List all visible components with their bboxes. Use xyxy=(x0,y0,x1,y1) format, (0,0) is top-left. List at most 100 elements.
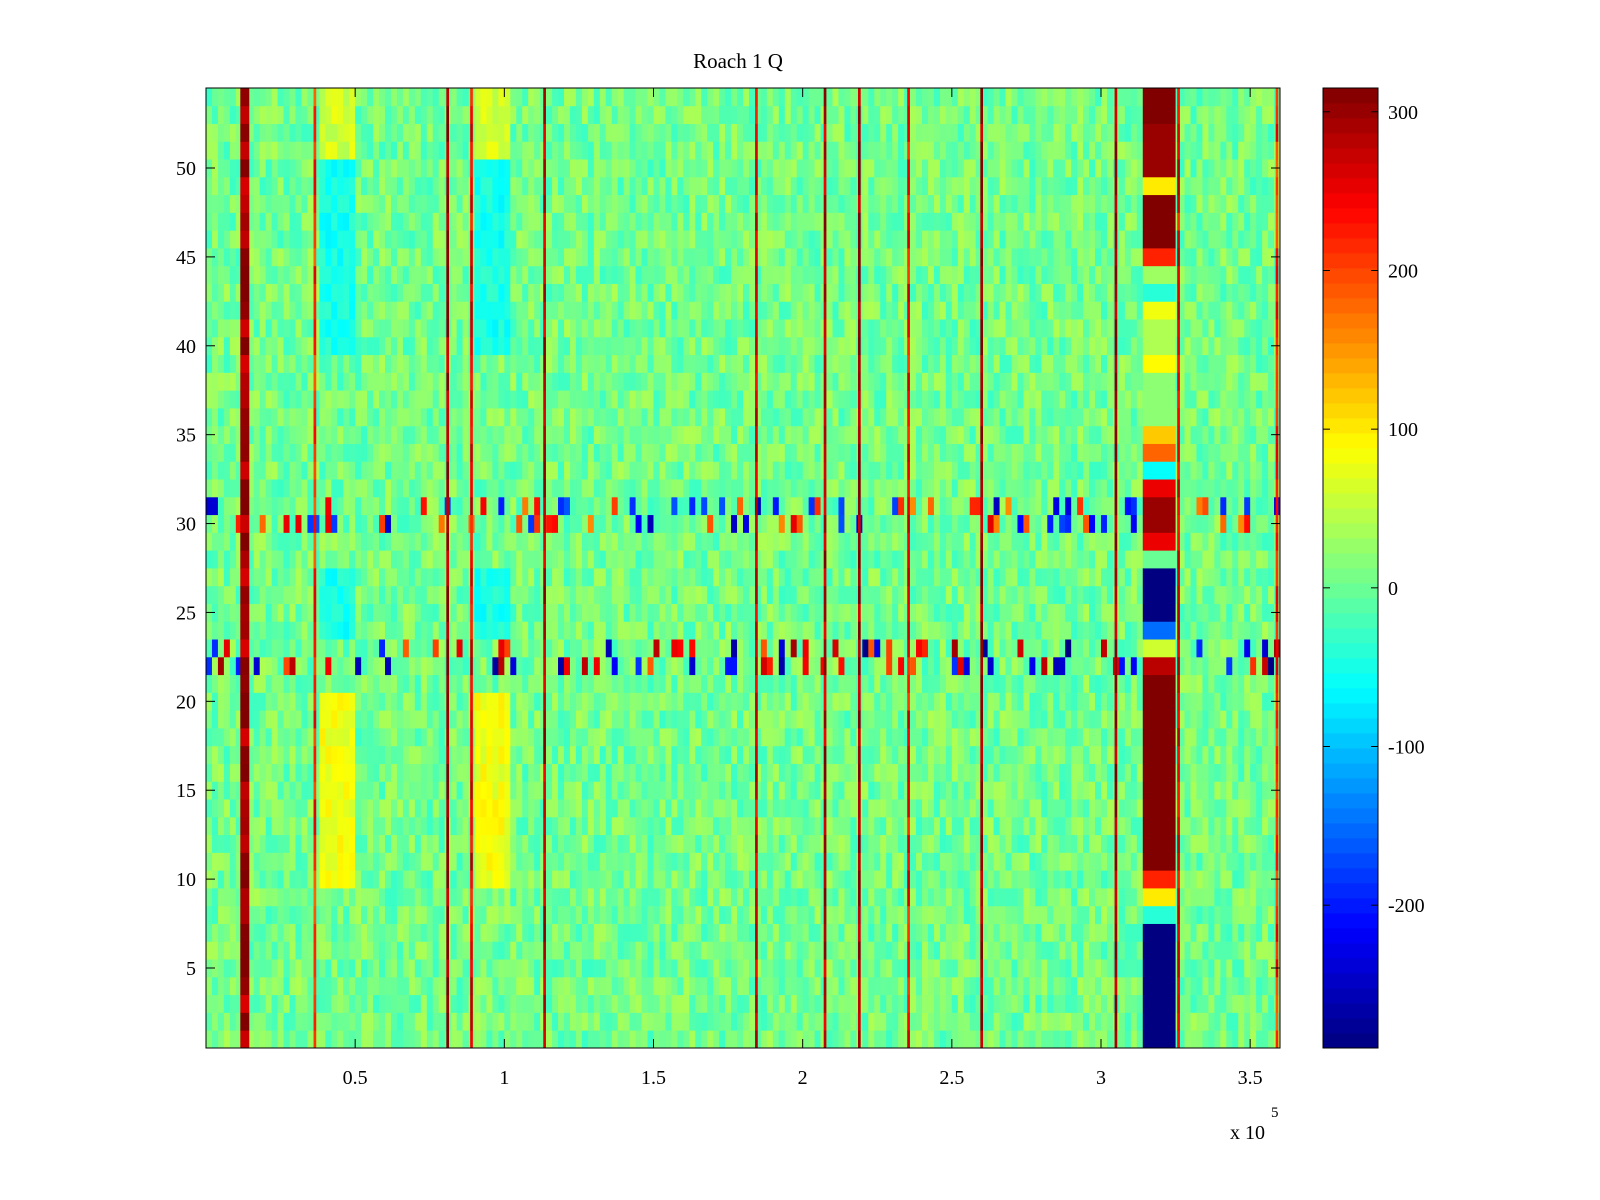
heatmap-cell xyxy=(701,568,708,587)
heatmap-cell xyxy=(760,763,768,782)
heatmap-cell xyxy=(832,799,839,818)
heatmap-cell xyxy=(814,1030,821,1049)
heatmap-cell xyxy=(790,710,798,729)
heatmap-cell xyxy=(1178,781,1185,800)
heatmap-cell xyxy=(868,941,875,960)
heatmap-cell xyxy=(832,870,839,889)
heatmap-cell xyxy=(659,585,666,604)
heatmap-cell xyxy=(564,781,571,800)
heatmap-cell xyxy=(367,568,374,587)
heatmap-cell xyxy=(379,799,386,818)
heatmap-cell xyxy=(1268,763,1275,782)
heatmap-cell xyxy=(939,870,947,889)
heatmap-cell xyxy=(206,728,213,747)
heatmap-cell xyxy=(277,692,284,711)
heatmap-cell xyxy=(647,603,654,622)
heatmap-cell xyxy=(486,745,493,764)
heatmap-cell xyxy=(975,870,983,889)
heatmap-cell xyxy=(951,852,959,871)
heatmap-cell xyxy=(683,834,690,853)
heatmap-cell xyxy=(498,710,505,729)
heatmap-cell xyxy=(969,923,977,942)
heatmap-cell xyxy=(426,656,434,676)
heatmap-cell xyxy=(1208,1012,1215,1031)
heatmap-cell xyxy=(1256,959,1263,978)
heatmap-cell xyxy=(933,728,941,747)
heatmap-cell xyxy=(617,781,625,800)
heatmap-cell xyxy=(546,710,553,729)
heatmap-cell xyxy=(504,816,511,836)
heatmap-cell xyxy=(1184,728,1191,747)
heatmap-cell xyxy=(844,816,851,836)
heatmap-cell xyxy=(1268,728,1275,747)
heatmap-cell xyxy=(1172,905,1179,924)
heatmap-cell xyxy=(844,941,851,960)
heatmap-cell xyxy=(581,941,589,960)
heatmap-cell xyxy=(534,959,541,978)
heatmap-cell xyxy=(325,781,332,800)
heatmap-cell xyxy=(385,692,392,711)
heatmap-cell xyxy=(265,994,273,1013)
heatmap-cell xyxy=(731,781,738,800)
heatmap-cell xyxy=(319,763,326,782)
heatmap-cell xyxy=(1095,852,1102,871)
heatmap-cell xyxy=(910,656,917,676)
heatmap-cell xyxy=(1250,710,1257,729)
heatmap-cell xyxy=(1059,1012,1066,1031)
heatmap-cell xyxy=(498,763,505,782)
heatmap-cell xyxy=(766,852,774,871)
heatmap-cell xyxy=(528,728,535,747)
heatmap-cell xyxy=(396,923,404,942)
heatmap-cell xyxy=(379,745,386,764)
heatmap-cell xyxy=(933,781,941,800)
heatmap-cell xyxy=(623,568,631,587)
heatmap-cell xyxy=(271,568,278,587)
heatmap-cell xyxy=(1077,728,1084,747)
heatmap-cell xyxy=(784,1030,792,1049)
heatmap-cell xyxy=(784,834,792,853)
heatmap-cell xyxy=(784,585,792,604)
heatmap-cell xyxy=(880,799,887,818)
heatmap-cell xyxy=(707,834,714,853)
heatmap-cell xyxy=(802,870,810,889)
heatmap-cell xyxy=(552,692,559,711)
heatmap-cell xyxy=(1059,923,1066,942)
heatmap-cell xyxy=(713,852,720,871)
heatmap-cell xyxy=(462,745,469,764)
heatmap-cell xyxy=(1130,870,1138,889)
heatmap-cell xyxy=(289,994,296,1013)
heatmap-cell xyxy=(1172,568,1179,587)
heatmap-cell xyxy=(390,781,398,800)
heatmap-cell xyxy=(1202,870,1209,889)
heatmap-cell xyxy=(373,568,380,587)
heatmap-cell xyxy=(1196,1030,1203,1049)
heatmap-cell xyxy=(235,745,243,764)
heatmap-cell xyxy=(659,852,666,871)
heatmap-cell xyxy=(223,976,231,996)
heatmap-cell xyxy=(396,763,404,782)
heatmap-cell xyxy=(587,550,595,569)
heatmap-cell xyxy=(963,870,971,889)
heatmap-cell xyxy=(1124,1030,1132,1049)
heatmap-cell xyxy=(880,585,887,604)
heatmap-cell xyxy=(999,621,1006,640)
heatmap-cell xyxy=(1059,674,1066,693)
heatmap-cell xyxy=(1244,621,1251,640)
heatmap-cell xyxy=(510,763,517,782)
heatmap-cell xyxy=(265,763,273,782)
heatmap-cell xyxy=(259,1012,267,1031)
heatmap-cell xyxy=(999,656,1006,676)
heatmap-cell xyxy=(1232,905,1239,924)
heatmap-cell xyxy=(910,781,917,800)
heatmap-cell xyxy=(838,1012,845,1031)
heatmap-cell xyxy=(778,585,786,604)
heatmap-cell xyxy=(1238,781,1245,800)
heatmap-cell xyxy=(731,959,738,978)
heatmap-cell xyxy=(713,941,720,960)
heatmap-cell xyxy=(283,728,290,747)
heatmap-cell xyxy=(1029,852,1036,871)
heatmap-cell xyxy=(957,692,965,711)
heatmap-cell xyxy=(373,1012,380,1031)
heatmap-cell xyxy=(611,1012,619,1031)
heatmap-cell xyxy=(605,781,613,800)
